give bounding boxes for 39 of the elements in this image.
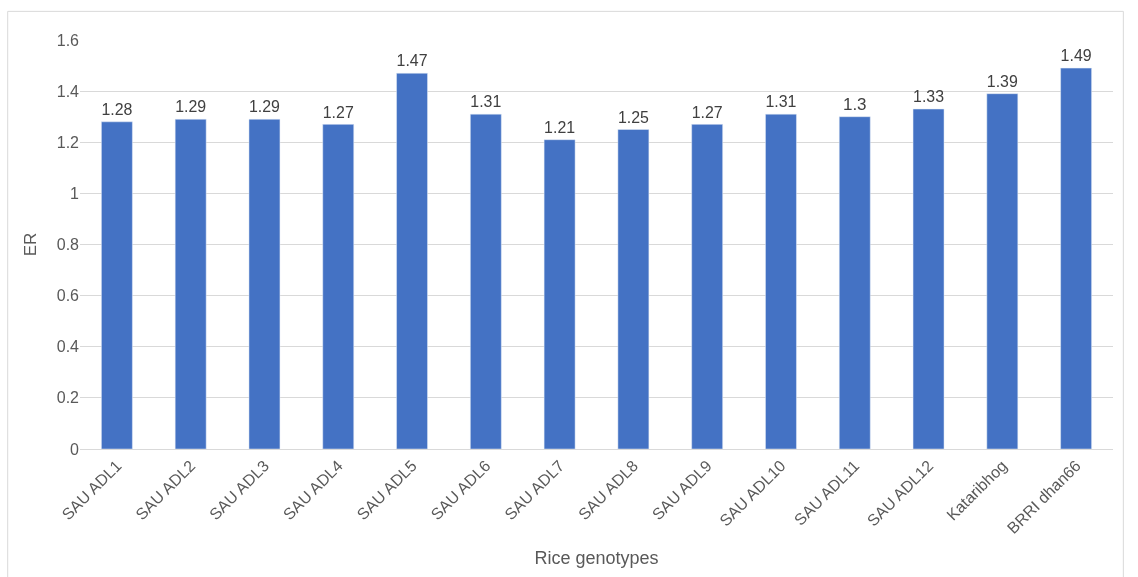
bar	[617, 129, 650, 449]
data-label: 1.3	[842, 94, 867, 114]
y-axis-title: ER	[21, 232, 41, 257]
y-tick-label: 0.8	[56, 236, 80, 254]
bar	[691, 124, 723, 449]
data-label: 1.25	[617, 108, 650, 126]
data-label: 1.27	[691, 103, 723, 121]
data-label: 1.21	[544, 118, 576, 136]
bar	[986, 93, 1019, 449]
data-label: 1.39	[986, 72, 1018, 90]
bar	[765, 113, 797, 449]
bar	[1060, 67, 1092, 449]
y-tick-label: 1.4	[56, 82, 80, 100]
bar	[174, 118, 207, 449]
x-axis-title: Rice genotypes	[534, 548, 659, 568]
data-label: 1.29	[248, 98, 281, 116]
bar	[322, 124, 354, 449]
bar	[470, 113, 502, 449]
y-tick-label: 1.2	[56, 133, 80, 151]
bar	[248, 118, 281, 449]
data-label: 1.31	[765, 93, 797, 111]
bar	[543, 139, 576, 449]
bar	[912, 108, 945, 449]
data-label: 1.27	[322, 103, 354, 121]
data-label: 1.49	[1060, 47, 1092, 65]
bar	[101, 121, 133, 449]
data-label: 1.29	[175, 98, 207, 116]
y-tick-label: 1.6	[56, 31, 80, 49]
y-tick-label: 1	[70, 184, 80, 202]
data-label: 1.47	[396, 52, 428, 70]
y-tick-label: 0	[70, 440, 80, 458]
y-tick-label: 0.2	[56, 389, 80, 407]
y-tick-label: 0.4	[56, 338, 80, 356]
y-tick-label: 0.6	[56, 287, 80, 305]
data-label: 1.31	[470, 93, 502, 111]
bar	[396, 72, 428, 449]
bar	[839, 116, 871, 449]
data-label: 1.28	[101, 101, 133, 119]
data-label: 1.33	[913, 88, 945, 106]
